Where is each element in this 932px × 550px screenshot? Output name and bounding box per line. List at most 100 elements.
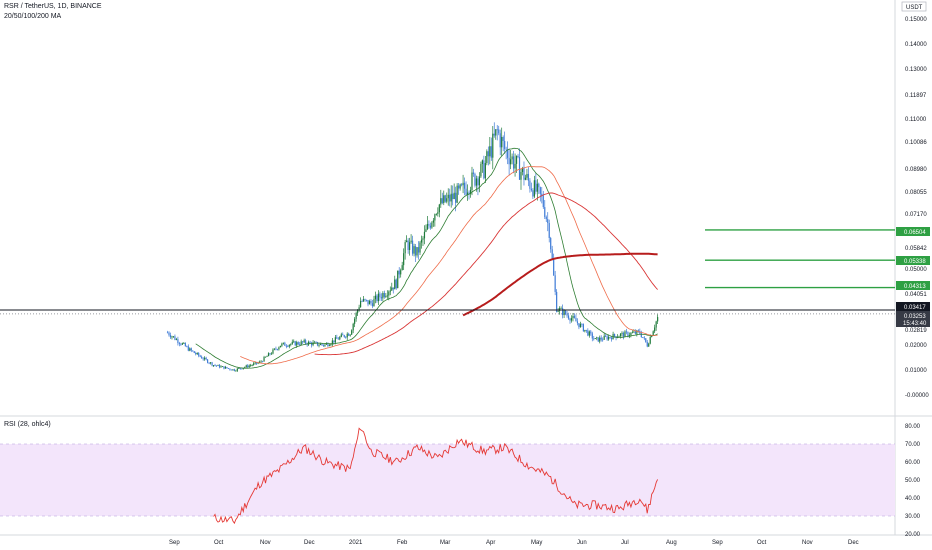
candle-body: [563, 310, 565, 316]
candle-body: [425, 229, 427, 232]
candle-body: [184, 343, 186, 347]
candle-body: [346, 333, 348, 338]
candle-body: [625, 331, 628, 333]
candle-body: [567, 315, 570, 319]
rsi-line: [213, 427, 659, 525]
candle-body: [187, 346, 189, 351]
candle-body: [196, 352, 198, 355]
candle-body: [339, 336, 341, 340]
candle-body: [416, 247, 418, 256]
candle-body: [368, 300, 371, 305]
candle-body: [502, 136, 504, 141]
time-tick: Dec: [304, 540, 315, 546]
candle-body: [327, 343, 329, 346]
candle-body: [403, 253, 405, 266]
time-axis: Sep Oct Nov Dec 2021 Feb Mar Apr May Jun…: [169, 540, 859, 546]
candle-body: [613, 333, 616, 337]
indicator-label[interactable]: 20/50/100/200 MA: [4, 13, 62, 20]
time-tick: May: [531, 540, 542, 546]
candle-body: [499, 133, 501, 148]
candle-body: [654, 327, 656, 332]
candle-body: [282, 342, 284, 344]
time-tick: Nov: [802, 540, 813, 546]
candle-body: [633, 331, 635, 333]
level-badge: 0.05338: [904, 259, 926, 265]
plot-layer: [0, 122, 895, 525]
candle-body: [532, 190, 534, 197]
candle-body: [334, 337, 336, 343]
candle-body: [609, 336, 611, 338]
candle-body: [619, 333, 622, 337]
candle-body: [579, 323, 582, 328]
candle-body: [406, 240, 408, 243]
candle-body: [204, 357, 206, 360]
candle-body: [529, 180, 531, 189]
candle-body: [251, 364, 253, 366]
candle-body: [515, 155, 518, 164]
candle-body: [379, 293, 381, 298]
candle-body: [459, 184, 461, 189]
candle-body: [576, 321, 579, 324]
candle-body: [573, 315, 576, 318]
candle-body: [423, 231, 426, 239]
candle-body: [245, 365, 247, 368]
candle-body: [358, 307, 360, 310]
candle-body: [487, 151, 489, 157]
candle-body: [401, 265, 403, 271]
candle-body: [319, 343, 322, 346]
candle-body: [316, 342, 319, 346]
candle-body: [608, 336, 610, 340]
candle-body: [244, 367, 246, 368]
candle-body: [428, 224, 430, 226]
candle-body: [261, 361, 264, 363]
candle-body: [440, 198, 442, 205]
candle-body: [365, 299, 368, 301]
candle-body: [290, 343, 292, 345]
candle-body: [352, 323, 354, 331]
candle-body: [330, 344, 332, 346]
candle-body: [385, 295, 387, 297]
currency-box[interactable]: [901, 1, 927, 12]
candle-body: [657, 317, 659, 322]
candle-body: [190, 348, 192, 351]
candle-body: [554, 275, 556, 292]
candle-body: [285, 345, 287, 347]
candle-body: [441, 198, 443, 204]
candle-body: [297, 342, 299, 345]
candle-body: [201, 356, 203, 359]
candle-body: [189, 348, 191, 351]
candle-body: [202, 358, 204, 360]
rsi-tick: 80.00: [905, 424, 921, 430]
candle-body: [468, 192, 470, 194]
candle-body: [489, 146, 491, 157]
candle-body: [539, 187, 541, 194]
candle-body: [169, 335, 172, 338]
countdown: 15:43:40: [903, 321, 927, 327]
candle-body: [548, 223, 550, 238]
candle-body: [257, 362, 259, 364]
candle-body: [575, 317, 577, 322]
candle-body: [466, 192, 469, 195]
time-tick: Nov: [260, 540, 271, 546]
level-badge: 0.06504: [904, 230, 926, 236]
candle-body: [542, 195, 544, 208]
candle-body: [362, 299, 365, 302]
candle-body: [584, 329, 586, 332]
candle-body: [281, 343, 283, 346]
candle-body: [618, 336, 620, 337]
candle-body: [453, 192, 455, 200]
candle-body: [313, 341, 316, 343]
candle-body: [305, 340, 307, 344]
candle-body: [590, 331, 592, 334]
candle-body: [175, 339, 178, 340]
candle-body: [180, 343, 182, 345]
candle-body: [336, 337, 338, 339]
candle-body: [195, 353, 197, 355]
candle-body: [652, 331, 654, 336]
candle-body: [227, 368, 230, 370]
candle-body: [642, 337, 644, 338]
candle-body: [247, 365, 249, 368]
candle-body: [174, 336, 176, 340]
rsi-label[interactable]: RSI (28, ohlc4): [4, 421, 51, 428]
